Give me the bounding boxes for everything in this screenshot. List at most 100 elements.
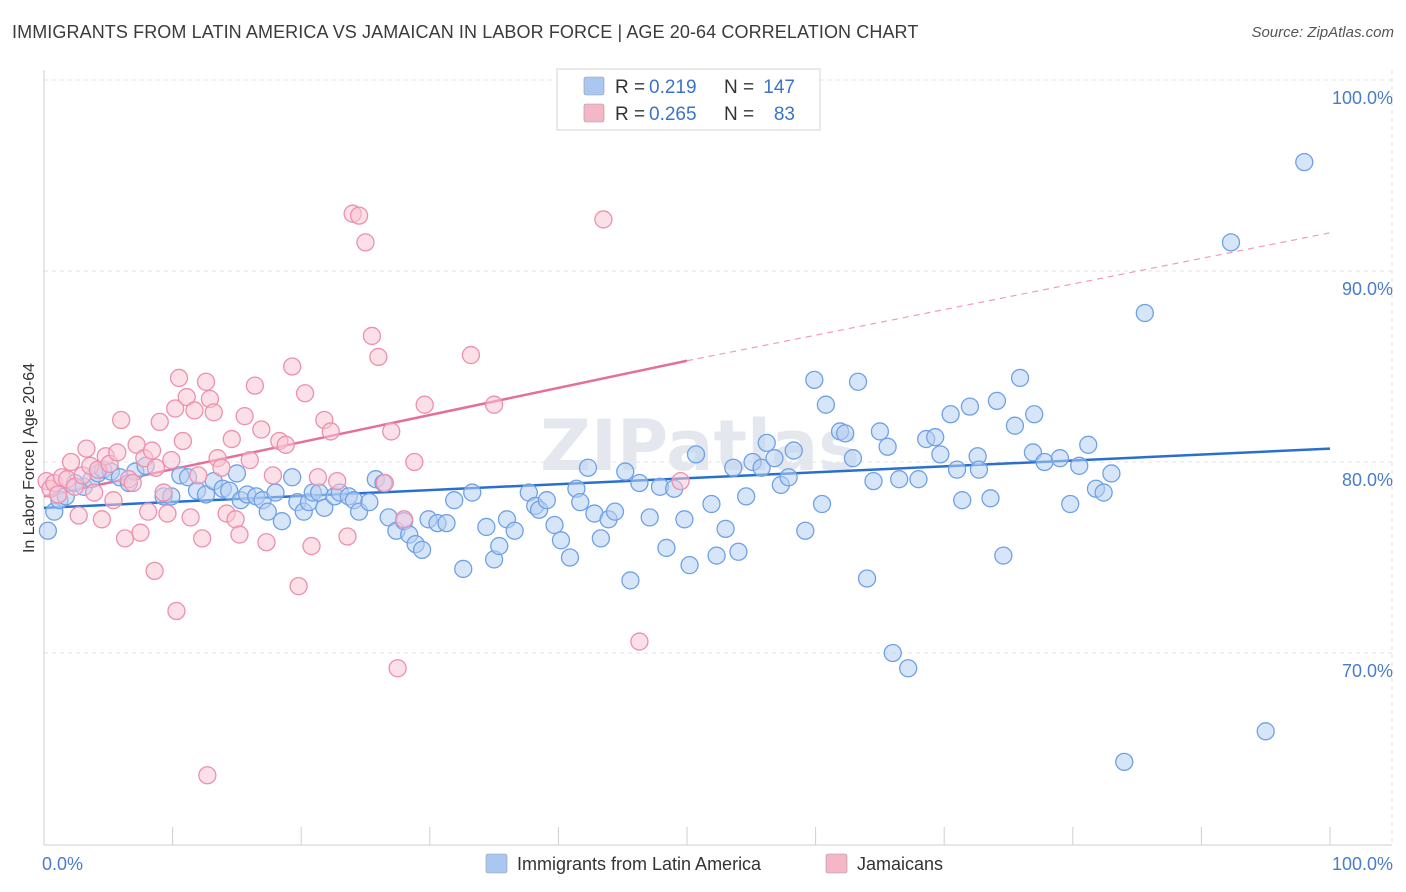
legend-r-value: 0.265 <box>649 104 697 125</box>
grid-lines <box>44 70 1393 845</box>
point-jamaicans <box>349 206 369 225</box>
point-jamaicans <box>48 485 68 504</box>
point-latin-america <box>1005 416 1025 435</box>
point-latin-america <box>870 422 890 441</box>
point-latin-america <box>757 433 776 453</box>
point-latin-america <box>960 397 980 416</box>
point-jamaicans <box>154 483 173 502</box>
chart-title: IMMIGRANTS FROM LATIN AMERICA VS JAMAICA… <box>12 22 919 42</box>
point-jamaicans <box>382 422 401 441</box>
point-jamaicans <box>115 529 135 548</box>
point-jamaicans <box>362 326 382 346</box>
legend-swatch <box>583 76 605 96</box>
point-jamaicans <box>61 452 81 472</box>
point-jamaicans <box>166 399 185 418</box>
y-tick-labels: 70.0% 80.0% 90.0% 100.0% <box>1332 88 1393 681</box>
point-jamaicans <box>185 401 204 420</box>
point-latin-america <box>315 498 334 517</box>
point-latin-america <box>310 483 329 502</box>
point-jamaicans <box>193 529 212 548</box>
point-latin-america <box>545 515 564 535</box>
point-jamaicans <box>328 471 347 491</box>
point-latin-america <box>981 489 1000 508</box>
legend-n-value: 147 <box>763 77 795 98</box>
point-jamaicans <box>150 412 169 432</box>
point-latin-america <box>537 491 556 510</box>
point-latin-america <box>283 468 302 487</box>
point-latin-america <box>630 473 649 493</box>
point-latin-america <box>765 449 784 468</box>
point-jamaicans <box>131 523 150 542</box>
point-latin-america <box>878 437 897 456</box>
point-jamaicans <box>375 473 394 493</box>
point-latin-america <box>640 508 659 527</box>
point-latin-america <box>272 512 292 531</box>
point-jamaicans <box>388 659 407 678</box>
source-credit: Source: ZipAtlas.com <box>1251 24 1394 41</box>
point-latin-america <box>1256 722 1275 741</box>
point-jamaicans <box>289 577 308 596</box>
point-jamaicans <box>162 450 181 470</box>
point-jamaicans <box>189 466 208 485</box>
point-jamaicans <box>226 510 245 529</box>
point-latin-america <box>686 445 706 464</box>
trend-line-jamaicans-extension <box>686 232 1331 362</box>
point-jamaicans <box>252 420 271 439</box>
point-jamaicans <box>484 395 504 414</box>
point-jamaicans <box>196 372 216 391</box>
point-latin-america <box>926 428 945 447</box>
point-latin-america <box>843 449 863 468</box>
point-latin-america <box>38 521 58 540</box>
point-latin-america <box>490 536 509 556</box>
point-jamaicans <box>257 533 276 552</box>
point-jamaicans <box>181 508 200 527</box>
point-jamaicans <box>222 429 241 449</box>
point-latin-america <box>258 502 277 521</box>
point-latin-america <box>729 542 748 561</box>
point-jamaicans <box>104 491 123 510</box>
point-latin-america <box>1221 233 1241 252</box>
point-jamaicans <box>594 210 613 229</box>
legend-bottom-swatch <box>485 853 508 874</box>
point-jamaicans <box>302 536 321 556</box>
y-tick-label: 70.0% <box>1342 661 1393 681</box>
point-latin-america <box>477 517 496 537</box>
point-latin-america <box>864 471 883 491</box>
point-latin-america <box>796 521 815 540</box>
point-latin-america <box>812 494 832 514</box>
point-latin-america <box>1050 449 1070 468</box>
y-axis-label: In Labor Force | Age 20-64 <box>21 363 38 553</box>
point-jamaicans <box>158 504 177 523</box>
axes <box>43 70 1392 846</box>
point-latin-america <box>605 502 625 521</box>
point-latin-america <box>1102 464 1121 483</box>
point-jamaicans <box>630 632 649 651</box>
point-jamaicans <box>77 439 96 458</box>
point-latin-america <box>266 483 285 502</box>
point-latin-america <box>616 462 635 481</box>
point-jamaicans <box>173 431 193 451</box>
point-latin-america <box>816 395 836 414</box>
point-latin-america <box>899 659 918 678</box>
point-latin-america <box>591 529 610 548</box>
point-jamaicans <box>230 525 249 544</box>
point-latin-america <box>716 519 735 538</box>
point-latin-america <box>560 548 580 567</box>
legend-n-value: 83 <box>774 104 795 125</box>
legend-swatch <box>583 103 605 123</box>
point-latin-america <box>737 487 756 506</box>
point-latin-america <box>909 470 928 489</box>
legend-bottom-swatch <box>825 853 848 874</box>
point-latin-america <box>437 513 456 533</box>
point-jamaicans <box>461 345 481 365</box>
point-latin-america <box>1025 405 1044 424</box>
y-tick-label: 90.0% <box>1342 279 1393 299</box>
point-latin-america <box>779 468 798 487</box>
legend-r-label: R = <box>615 104 645 125</box>
point-latin-america <box>953 491 972 510</box>
point-latin-america <box>848 372 868 391</box>
point-latin-america <box>836 424 855 443</box>
point-latin-america <box>1035 452 1054 472</box>
point-jamaicans <box>338 527 357 546</box>
